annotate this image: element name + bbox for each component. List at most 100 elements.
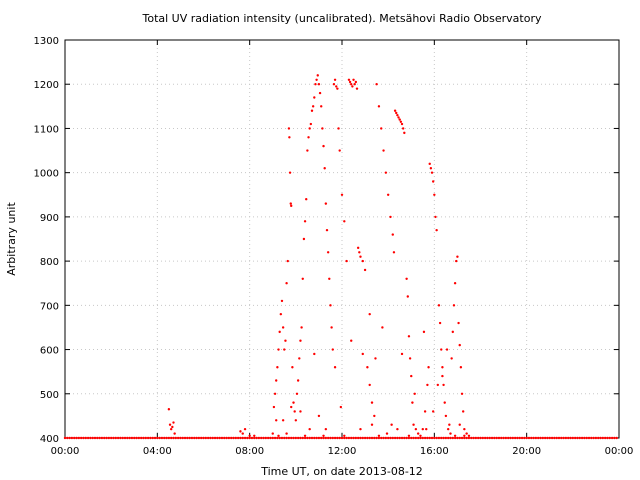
data-point: [186, 436, 189, 440]
data-point: [302, 237, 306, 241]
data-point: [405, 436, 408, 440]
data-point: [562, 436, 565, 440]
data-point: [290, 405, 293, 409]
data-point: [504, 436, 508, 440]
data-point: [183, 436, 187, 440]
data-point: [135, 436, 138, 440]
data-point: [446, 427, 450, 431]
data-point: [322, 434, 325, 437]
data-point: [309, 122, 313, 126]
data-point: [70, 436, 74, 440]
data-point: [488, 436, 491, 440]
data-point: [527, 436, 531, 440]
data-point: [613, 436, 616, 440]
data-point: [578, 436, 581, 440]
data-point: [370, 436, 374, 440]
data-point: [199, 436, 203, 440]
data-point: [543, 436, 547, 440]
data-point: [399, 120, 403, 124]
data-point: [497, 436, 501, 440]
data-point: [332, 83, 336, 86]
data-point: [430, 171, 434, 174]
data-point: [425, 427, 428, 431]
data-point: [160, 436, 164, 440]
data-point: [339, 405, 343, 409]
data-point: [77, 436, 81, 440]
data-point: [248, 434, 251, 437]
data-point: [456, 436, 459, 440]
data-point: [384, 436, 388, 440]
data-point: [326, 251, 330, 254]
data-point: [377, 105, 381, 108]
data-point: [370, 401, 374, 404]
data-point: [281, 419, 285, 422]
data-point: [587, 436, 591, 440]
data-point: [276, 436, 279, 440]
data-point: [278, 436, 281, 440]
data-point: [445, 348, 449, 351]
data-point: [239, 436, 242, 440]
data-point: [126, 436, 129, 440]
data-point: [550, 436, 554, 440]
data-point: [156, 436, 159, 440]
data-point: [590, 436, 593, 440]
data-point: [396, 427, 399, 431]
data-point: [280, 299, 284, 303]
data-point: [384, 171, 388, 174]
data-point: [511, 436, 515, 440]
data-point: [403, 131, 406, 135]
data-point: [272, 405, 276, 409]
data-point: [427, 366, 430, 369]
data-point: [328, 277, 331, 280]
data-point: [294, 419, 298, 422]
data-point: [493, 436, 496, 440]
data-point: [197, 436, 201, 440]
data-point: [359, 436, 362, 440]
data-point: [285, 282, 288, 285]
data-point: [603, 436, 607, 440]
data-point: [114, 436, 117, 440]
data-point: [395, 111, 398, 115]
data-point: [370, 423, 374, 426]
data-point: [290, 204, 293, 208]
data-point: [290, 436, 293, 440]
data-point: [467, 436, 471, 440]
data-point: [262, 436, 265, 440]
data-point: [361, 436, 364, 440]
data-point: [405, 277, 408, 280]
data-point: [324, 202, 328, 205]
y-tick-label: 700: [40, 301, 59, 312]
data-point: [330, 326, 333, 329]
data-point: [128, 436, 131, 440]
data-point: [386, 193, 390, 196]
data-point: [398, 118, 401, 121]
data-point: [107, 436, 111, 440]
data-point: [338, 149, 341, 152]
data-point: [266, 436, 270, 440]
data-point: [599, 436, 602, 440]
data-point: [513, 436, 517, 440]
x-tick-label: 04:00: [143, 446, 172, 457]
data-point: [292, 401, 295, 404]
data-point: [541, 436, 545, 440]
data-point: [172, 421, 175, 424]
data-point: [597, 436, 600, 440]
data-point: [295, 392, 299, 395]
data-point: [428, 162, 431, 166]
data-point: [326, 436, 330, 440]
data-point: [345, 436, 348, 440]
data-point: [347, 78, 351, 82]
data-point: [317, 436, 321, 440]
y-tick-label: 1100: [34, 124, 59, 135]
plot-frame: [64, 39, 620, 439]
data-point: [287, 436, 291, 440]
data-point: [453, 436, 457, 440]
data-point: [410, 436, 413, 440]
data-point: [325, 228, 329, 232]
data-point: [441, 366, 444, 369]
data-point: [232, 436, 235, 440]
data-point: [137, 436, 141, 440]
data-point: [610, 436, 614, 440]
data-point: [375, 436, 378, 440]
data-point: [431, 180, 435, 183]
